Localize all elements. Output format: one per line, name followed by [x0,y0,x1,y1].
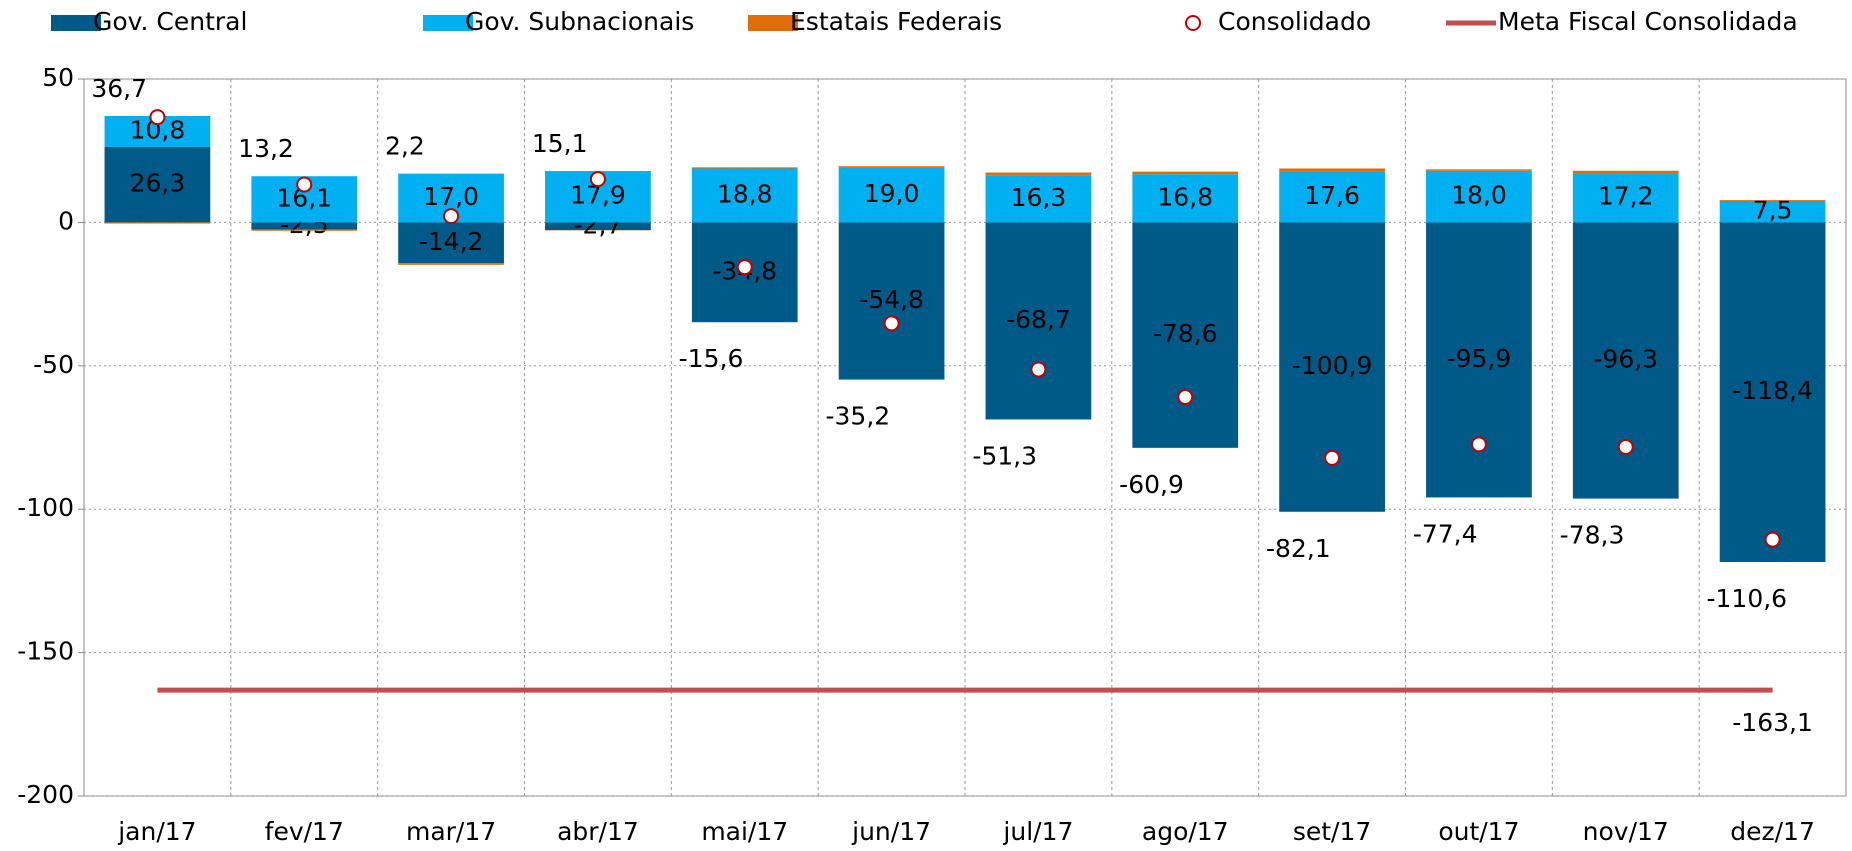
data-label: 17,2 [1598,182,1654,211]
legend-marker [1185,15,1201,31]
bar-segment [1719,200,1826,201]
bar-segment [1132,174,1239,223]
target-label: -163,1 [1732,708,1813,737]
bar-segment [1132,171,1239,175]
x-tick-label: jun/17 [851,817,931,846]
bar-segment [1572,173,1679,223]
legend-label: Gov. Subnacionais [465,7,694,36]
bar-segment [691,167,798,169]
point-label: 2,2 [385,132,425,161]
legend-label: Consolidado [1218,7,1371,36]
y-tick-label: -50 [33,350,74,379]
point-label: -35,2 [826,402,891,431]
bar-segment [1426,170,1532,223]
data-label: -54,8 [859,285,924,314]
point [1030,361,1047,378]
legend-label: Estatais Federais [790,7,1002,36]
y-tick-label: 50 [42,63,74,92]
x-tick-label: fev/17 [265,817,344,846]
x-tick-label: mar/17 [406,817,496,846]
data-label: 17,0 [423,182,479,211]
legend-label: Gov. Central [93,7,247,36]
x-tick-label: jan/17 [117,817,196,846]
x-tick-label: abr/17 [557,817,639,846]
point-label: -51,3 [972,441,1037,470]
data-label: 16,3 [1011,183,1067,212]
bar-segment [251,222,358,230]
bar-segment [104,146,211,223]
bar-segment [1426,169,1532,171]
point-label: 36,7 [91,74,147,103]
y-tick-label: -200 [17,780,74,809]
bar-segment [1132,222,1239,448]
point [296,176,313,193]
bar-segment [985,175,1092,223]
point [1617,438,1634,455]
point-label: -78,3 [1560,521,1625,550]
x-tick-label: mai/17 [701,817,788,846]
x-tick-label: out/17 [1438,817,1519,846]
x-tick-label: ago/17 [1142,817,1229,846]
bar-segment [398,222,504,264]
x-tick-label: jul/17 [1002,817,1073,846]
data-label: -118,4 [1732,376,1813,405]
point [1470,436,1487,453]
bar-segment [691,168,798,223]
legend-swatch [423,15,473,31]
point [1177,389,1194,406]
point-label: 15,1 [532,129,588,158]
bar-segment [1279,171,1385,223]
legend-swatch [51,15,101,31]
bar-segment [104,222,211,224]
x-tick-label: dez/17 [1730,817,1815,846]
bar-segment [398,263,504,265]
point [443,208,460,225]
x-tick-label: nov/17 [1583,817,1669,846]
point-label: -77,4 [1413,519,1478,548]
y-tick-label: -100 [17,493,74,522]
point-label: -110,6 [1707,584,1788,613]
x-tick-label: set/17 [1293,817,1371,846]
data-label: 18,8 [717,179,773,208]
data-label: 18,0 [1451,181,1507,210]
bar-segment [1719,200,1826,223]
data-label: -100,9 [1292,351,1373,380]
bar-segment [251,229,358,231]
bar-segment [985,172,1092,176]
data-label: 19,0 [864,179,920,208]
point-label: -15,6 [679,344,744,373]
bar-segment [838,166,945,168]
bar-segment [1719,222,1826,562]
data-label: 16,8 [1157,182,1213,211]
bar-segment [1572,170,1679,174]
point [589,171,606,188]
bar-segment [838,167,945,223]
data-label: 26,3 [130,169,186,198]
legend-label: Meta Fiscal Consolidada [1498,7,1798,36]
point [736,259,753,276]
point-label: -82,1 [1266,534,1331,563]
data-label: -95,9 [1447,344,1512,373]
bar-segment [545,222,651,231]
point-label: -60,9 [1119,470,1184,499]
bar-segment [838,222,945,380]
y-tick-label: 0 [58,206,74,235]
bar-segment [1279,168,1385,172]
point [1764,531,1781,548]
y-tick-label: -150 [17,637,74,666]
bar-segment [985,222,1092,420]
point [149,109,166,126]
data-label: 17,6 [1304,181,1360,210]
legend-swatch [748,15,798,31]
data-label: 7,5 [1753,196,1793,225]
point [883,315,900,332]
data-label: -14,2 [419,227,484,256]
data-label: -68,7 [1006,305,1071,334]
data-label: -96,3 [1593,344,1658,373]
point [1324,449,1341,466]
point-label: 13,2 [238,134,294,163]
data-label: -78,6 [1153,319,1218,348]
